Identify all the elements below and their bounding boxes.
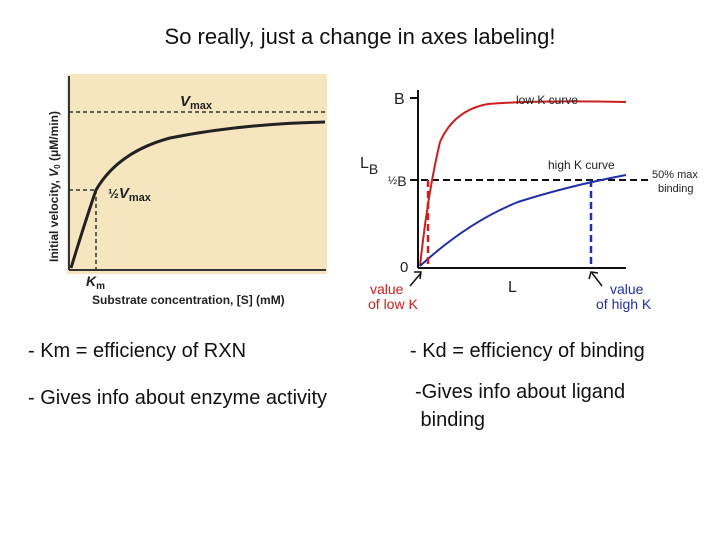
low-k-curve-label: low K curve: [516, 93, 578, 107]
low-k-value-label-line2: of low K: [368, 296, 418, 312]
high-k-value-label-line1: value: [610, 281, 644, 297]
half-vmax-label: ½Vmax: [108, 185, 152, 204]
high-k-arrow: [588, 271, 603, 287]
low-k-value-label-line1: value: [370, 281, 404, 297]
high-k-value-label-line2: of high K: [596, 296, 652, 312]
low-k-arrow: [409, 271, 422, 287]
ligand-binding-text-line2: binding: [415, 409, 486, 431]
y-axis-label: Initial velocity, V0 (μM/min): [47, 111, 62, 262]
kd-definition-text: - Kd = efficiency of binding: [410, 340, 645, 362]
slide-title: So really, just a change in axes labelin…: [164, 24, 556, 49]
vmax-label: Vmax: [180, 93, 213, 112]
plot-background: [67, 74, 327, 274]
ligand-binding-text-line1: -Gives info about ligand: [415, 381, 626, 403]
half-b-label: ½B: [388, 173, 407, 189]
half-max-label-line2: binding: [658, 183, 693, 195]
y-zero-label: 0: [400, 259, 408, 276]
y-lb-label: LB: [360, 155, 378, 177]
x-axis-label: L: [508, 279, 517, 296]
km-definition-text: - Km = efficiency of RXN: [28, 340, 247, 362]
y-top-label: B: [394, 91, 405, 108]
michaelis-menten-figure: Initial velocity, V0 (μM/min) Vmax ½Vmax…: [47, 74, 327, 307]
high-k-curve-label: high K curve: [548, 158, 615, 172]
high-k-curve: [419, 174, 627, 267]
km-label: Km: [86, 273, 105, 292]
michaelis-curve: [69, 120, 326, 269]
binding-curve-figure: B LB ½B 0 L low K curve high K curve 50%…: [360, 90, 698, 312]
enzyme-activity-text: - Gives info about enzyme activity: [28, 387, 328, 409]
half-max-label-line1: 50% max: [652, 169, 698, 181]
x-axis-label: Substrate concentration, [S] (mM): [92, 293, 285, 307]
